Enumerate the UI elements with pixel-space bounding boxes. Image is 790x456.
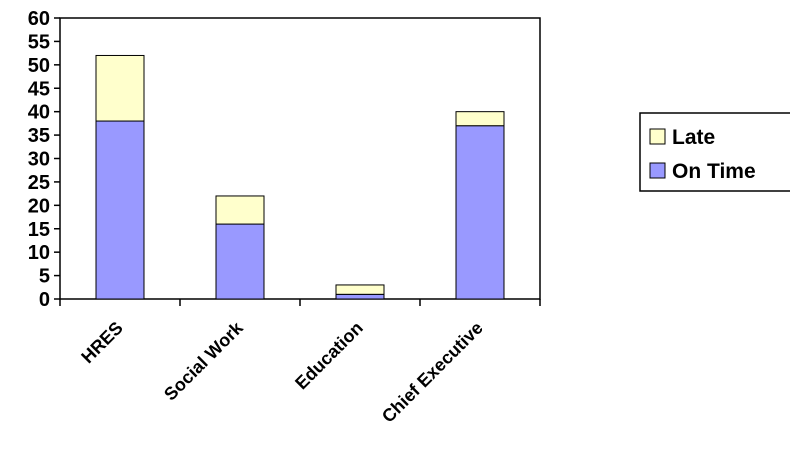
bar-late-chief-executive bbox=[455, 111, 505, 127]
x-category-label-education: Education bbox=[291, 318, 367, 394]
y-tick-label-55: 55 bbox=[28, 31, 50, 53]
bar-on-time-education bbox=[335, 293, 385, 300]
legend: Late On Time bbox=[639, 112, 790, 192]
y-tick-label-15: 15 bbox=[28, 219, 50, 241]
legend-swatch-late bbox=[649, 128, 666, 145]
x-category-label-social-work: Social Work bbox=[160, 317, 247, 404]
bar-on-time-social-work bbox=[215, 223, 265, 300]
y-tick-label-0: 0 bbox=[39, 289, 50, 311]
legend-swatch-on-time bbox=[649, 162, 666, 179]
y-tick-label-20: 20 bbox=[28, 195, 50, 217]
x-category-label-hres: HRES bbox=[77, 318, 127, 368]
y-tick-label-35: 35 bbox=[28, 125, 50, 147]
bar-late-social-work bbox=[215, 195, 265, 225]
y-tick-label-45: 45 bbox=[28, 78, 50, 100]
bar-late-education bbox=[335, 284, 385, 295]
y-tick-label-5: 5 bbox=[39, 266, 50, 288]
y-tick-label-30: 30 bbox=[28, 149, 50, 171]
y-tick-label-60: 60 bbox=[28, 8, 50, 30]
y-tick-label-10: 10 bbox=[28, 242, 50, 264]
bar-late-hres bbox=[95, 54, 145, 122]
bar-on-time-hres bbox=[95, 120, 145, 300]
y-tick-label-25: 25 bbox=[28, 172, 50, 194]
bars-group bbox=[95, 54, 505, 300]
legend-label-late: Late bbox=[672, 126, 715, 149]
y-tick-label-40: 40 bbox=[28, 102, 50, 124]
bar-on-time-chief-executive bbox=[455, 125, 505, 300]
y-tick-label-50: 50 bbox=[28, 55, 50, 77]
legend-label-on-time: On Time bbox=[672, 160, 756, 183]
x-axis: HRES Social Work Education Chief Executive bbox=[59, 299, 541, 427]
x-category-label-chief-executive: Chief Executive bbox=[378, 318, 487, 427]
